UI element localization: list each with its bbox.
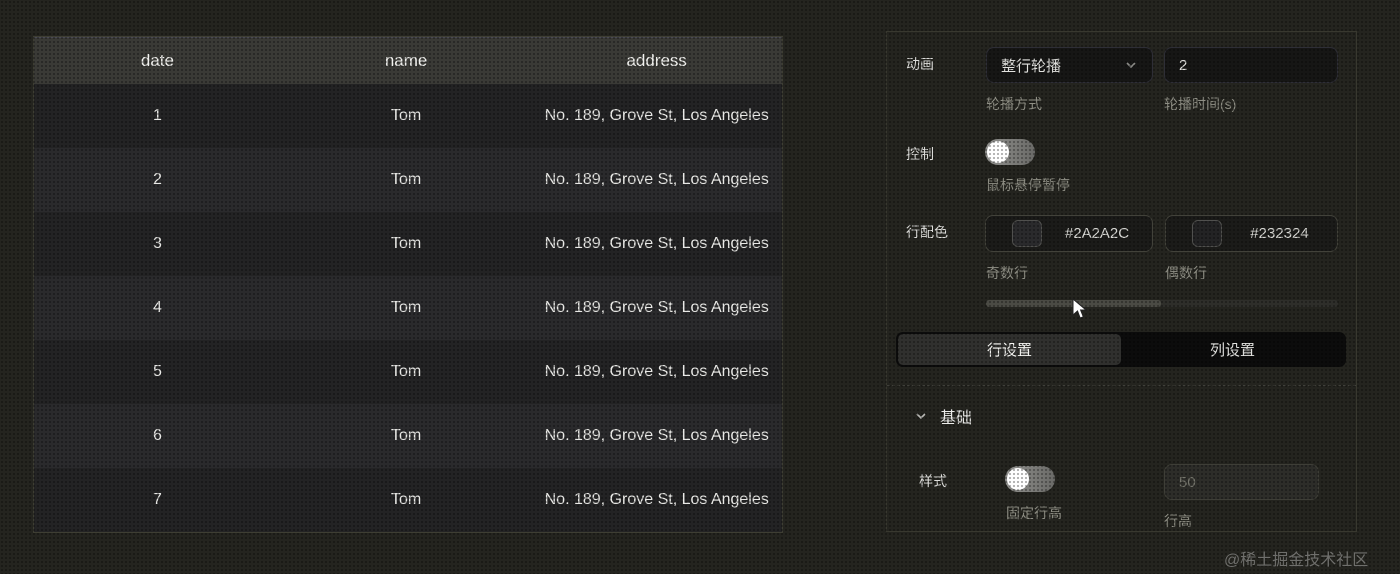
row-height-caption: 行高	[1164, 513, 1192, 529]
column-header-address: address	[626, 51, 687, 70]
section-divider	[887, 385, 1356, 386]
cell-name: Tom	[391, 107, 422, 124]
odd-row-caption: 奇数行	[986, 265, 1028, 281]
table-row: 2 Tom No. 189, Grove St, Los Angeles	[34, 148, 782, 212]
carousel-table: date name address 1 Tom No. 189, Grove St,…	[33, 36, 783, 533]
table-row: 4 Tom No. 189, Grove St, Los Angeles	[34, 276, 782, 340]
table-row: 6 Tom No. 189, Grove St, Los Angeles	[34, 404, 782, 468]
table-header-row: date name address	[34, 37, 782, 84]
tab-row-settings[interactable]: 行设置	[898, 334, 1121, 365]
cell-name: Tom	[391, 491, 422, 508]
table-row: 5 Tom No. 189, Grove St, Los Angeles	[34, 340, 782, 404]
cell-address: No. 189, Grove St, Los Angeles	[544, 299, 769, 316]
cell-address: No. 189, Grove St, Los Angeles	[544, 363, 769, 380]
carousel-mode-value: 整行轮播	[1001, 57, 1062, 75]
cell-name: Tom	[391, 427, 422, 444]
fixed-row-height-toggle[interactable]	[1005, 466, 1055, 492]
tab-column-settings[interactable]: 列设置	[1209, 342, 1255, 359]
cell-address: No. 189, Grove St, Los Angeles	[544, 235, 769, 252]
row-height-input[interactable]: 50	[1164, 464, 1319, 500]
table-row: 1 Tom No. 189, Grove St, Los Angeles	[34, 84, 782, 148]
chevron-down-icon	[1126, 62, 1136, 69]
cell-date: 7	[152, 491, 162, 508]
hover-pause-toggle[interactable]	[985, 139, 1035, 165]
cell-date: 1	[152, 107, 162, 124]
settings-tabbar: 行设置 列设置	[896, 332, 1346, 367]
row-colors-label: 行配色	[906, 224, 948, 240]
even-row-color-picker[interactable]: #232324	[1165, 215, 1338, 252]
horizontal-scrollbar[interactable]	[986, 300, 1338, 307]
mouse-cursor-icon	[1072, 298, 1088, 319]
odd-row-color-hex: #2A2A2C	[1064, 225, 1130, 242]
cell-address: No. 189, Grove St, Los Angeles	[544, 107, 769, 124]
carousel-time-input[interactable]: 2	[1164, 47, 1338, 83]
even-row-caption: 偶数行	[1165, 265, 1207, 281]
even-row-color-swatch	[1192, 220, 1222, 247]
cell-address: No. 189, Grove St, Los Angeles	[544, 491, 769, 508]
collapse-chevron-down-icon	[916, 413, 926, 420]
table-row: 3 Tom No. 189, Grove St, Los Angeles	[34, 212, 782, 276]
cell-name: Tom	[391, 235, 422, 252]
odd-row-color-swatch	[1012, 220, 1042, 247]
cell-date: 4	[152, 299, 162, 316]
table-body: 1 Tom No. 189, Grove St, Los Angeles 2 Tom No…	[34, 84, 782, 532]
cell-date: 2	[152, 171, 162, 188]
cell-address: No. 189, Grove St, Los Angeles	[544, 171, 769, 188]
column-header-date: date	[140, 51, 174, 70]
watermark: @稀土掘金技术社区	[1224, 552, 1369, 569]
cell-date: 3	[152, 235, 162, 252]
carousel-time-value: 2	[1179, 56, 1188, 74]
carousel-mode-select[interactable]: 整行轮播	[986, 47, 1153, 83]
hover-pause-caption: 鼠标悬停暂停	[986, 177, 1070, 193]
cell-name: Tom	[391, 171, 422, 188]
row-height-value: 50	[1179, 473, 1196, 491]
animation-label: 动画	[906, 56, 934, 72]
basic-section-header[interactable]: 基础	[914, 404, 972, 428]
column-header-name: name	[384, 51, 428, 70]
even-row-color-hex: #232324	[1250, 225, 1309, 242]
cell-date: 6	[152, 427, 162, 444]
cell-name: Tom	[391, 299, 422, 316]
carousel-time-caption: 轮播时间(s)	[1164, 96, 1237, 112]
style-label: 样式	[919, 473, 947, 489]
odd-row-color-picker[interactable]: #2A2A2C	[985, 215, 1153, 252]
table-row: 7 Tom No. 189, Grove St, Los Angeles	[34, 468, 782, 532]
toggle-knob	[987, 141, 1009, 163]
fixed-row-height-caption: 固定行高	[1006, 505, 1062, 521]
cell-name: Tom	[391, 363, 422, 380]
settings-panel: 动画 整行轮播 2 轮播方式 轮播时间(s) 控制 鼠标悬停暂停 行配色 #2A…	[886, 31, 1357, 532]
basic-section-title: 基础	[940, 410, 973, 427]
carousel-mode-caption: 轮播方式	[986, 96, 1042, 112]
toggle-knob	[1007, 468, 1029, 490]
control-label: 控制	[906, 146, 934, 162]
cell-date: 5	[152, 363, 162, 380]
cell-address: No. 189, Grove St, Los Angeles	[544, 427, 769, 444]
